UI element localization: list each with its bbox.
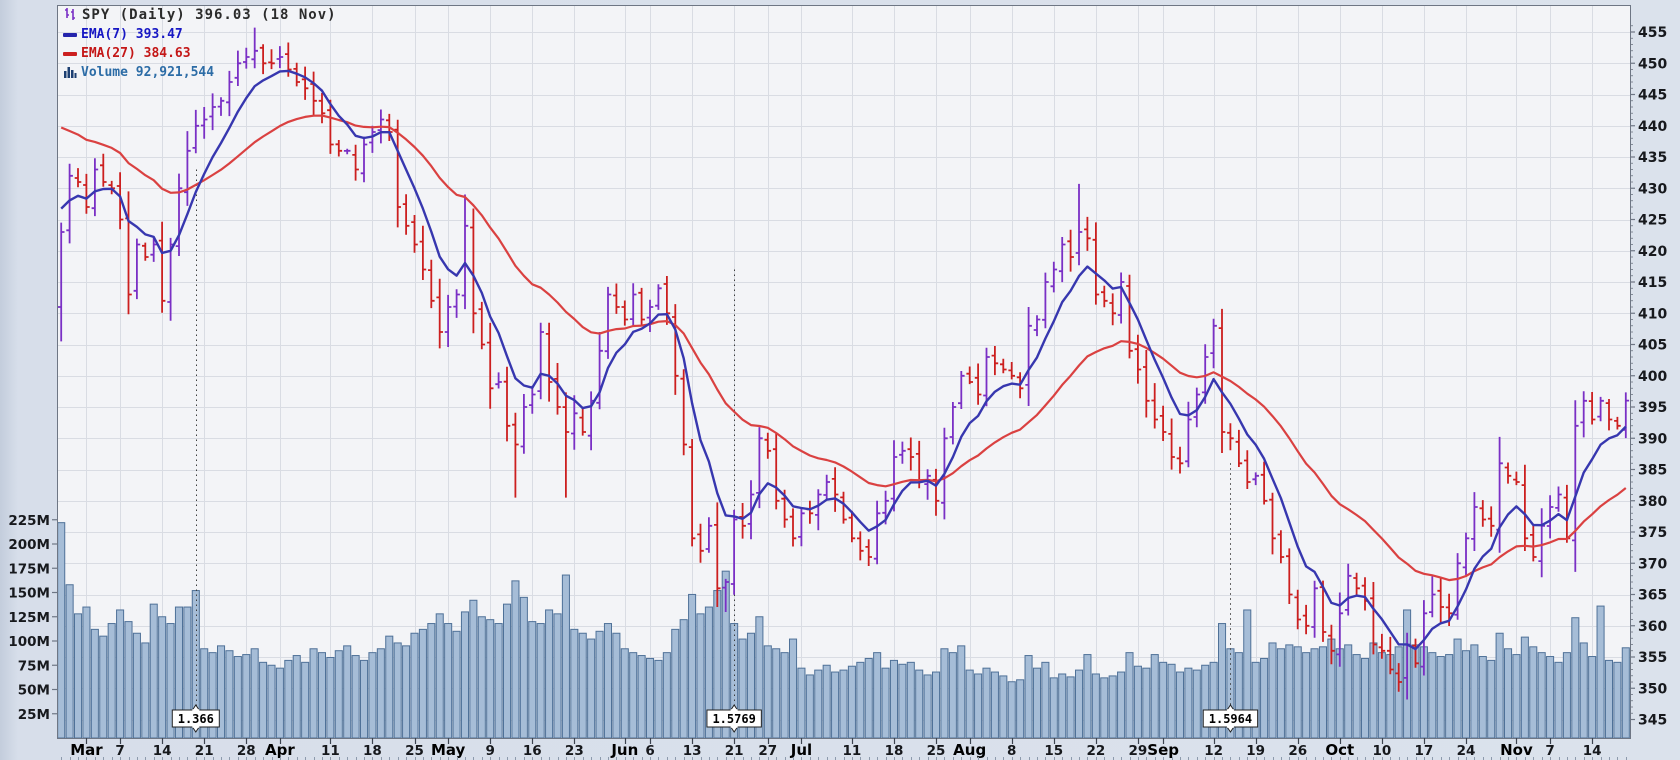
svg-text:26: 26 <box>1288 743 1307 759</box>
svg-text:435: 435 <box>1638 150 1667 166</box>
svg-text:Jun: Jun <box>610 741 638 759</box>
svg-text:350: 350 <box>1638 681 1667 697</box>
svg-text:10: 10 <box>1372 743 1391 759</box>
svg-text:11: 11 <box>321 743 340 759</box>
svg-text:100M: 100M <box>8 634 50 650</box>
svg-text:May: May <box>431 741 466 759</box>
svg-text:22: 22 <box>1086 743 1105 759</box>
svg-text:23: 23 <box>565 743 584 759</box>
ema27-line-swatch <box>63 51 77 56</box>
svg-text:Jul: Jul <box>790 741 812 759</box>
svg-text:395: 395 <box>1638 400 1667 416</box>
svg-text:25: 25 <box>927 743 946 759</box>
svg-text:425: 425 <box>1638 213 1667 229</box>
svg-text:1.5964: 1.5964 <box>1209 712 1252 726</box>
svg-text:24: 24 <box>1457 743 1476 759</box>
svg-text:455: 455 <box>1638 25 1667 41</box>
svg-text:1.5769: 1.5769 <box>712 712 755 726</box>
svg-text:390: 390 <box>1638 431 1667 447</box>
svg-text:400: 400 <box>1638 369 1667 385</box>
svg-text:29: 29 <box>1129 743 1148 759</box>
svg-text:Mar: Mar <box>70 741 103 759</box>
legend-volume-row: Volume 92,921,544 <box>63 63 337 82</box>
svg-text:Oct: Oct <box>1325 741 1354 759</box>
svg-text:355: 355 <box>1638 650 1667 666</box>
ema7-line-swatch <box>63 32 77 37</box>
svg-text:13: 13 <box>683 743 702 759</box>
chart-legend: SPY (Daily) 396.03 (18 Nov) EMA(7) 393.4… <box>63 6 337 82</box>
svg-text:21: 21 <box>195 743 214 759</box>
svg-text:7: 7 <box>115 743 124 759</box>
candlestick-icon <box>63 6 78 25</box>
svg-text:200M: 200M <box>8 537 50 553</box>
svg-text:430: 430 <box>1638 181 1667 197</box>
svg-text:11: 11 <box>843 743 862 759</box>
svg-text:Nov: Nov <box>1500 741 1533 759</box>
svg-text:225M: 225M <box>8 513 50 529</box>
svg-text:375: 375 <box>1638 525 1667 541</box>
svg-text:17: 17 <box>1415 743 1434 759</box>
svg-text:25: 25 <box>405 743 424 759</box>
svg-text:Apr: Apr <box>265 741 295 759</box>
svg-text:450: 450 <box>1638 56 1667 72</box>
svg-text:27: 27 <box>758 743 777 759</box>
svg-text:125M: 125M <box>8 610 50 626</box>
svg-text:415: 415 <box>1638 275 1667 291</box>
svg-text:18: 18 <box>885 743 904 759</box>
svg-text:9: 9 <box>486 743 495 759</box>
svg-text:150M: 150M <box>8 586 50 602</box>
legend-ema7-row: EMA(7) 393.47 <box>63 25 337 44</box>
svg-text:14: 14 <box>153 743 172 759</box>
svg-text:8: 8 <box>1007 743 1016 759</box>
svg-text:370: 370 <box>1638 556 1667 572</box>
svg-text:175M: 175M <box>8 561 50 577</box>
chart-title: SPY (Daily) 396.03 (18 Nov) <box>82 7 337 23</box>
volume-bars-icon <box>63 63 77 82</box>
svg-text:420: 420 <box>1638 244 1667 260</box>
ema27-label: EMA(27) 384.63 <box>81 46 191 61</box>
svg-text:Sep: Sep <box>1147 741 1179 759</box>
svg-text:6: 6 <box>645 743 654 759</box>
svg-text:360: 360 <box>1638 619 1667 635</box>
svg-text:345: 345 <box>1638 713 1667 729</box>
ema7-label: EMA(7) 393.47 <box>81 27 183 42</box>
svg-text:385: 385 <box>1638 463 1667 479</box>
svg-text:28: 28 <box>237 743 256 759</box>
svg-text:405: 405 <box>1638 338 1667 354</box>
volume-label: Volume 92,921,544 <box>81 65 215 80</box>
svg-text:380: 380 <box>1638 494 1667 510</box>
svg-text:Aug: Aug <box>953 741 986 759</box>
svg-text:50M: 50M <box>18 683 50 699</box>
svg-text:15: 15 <box>1044 743 1063 759</box>
legend-ema27-row: EMA(27) 384.63 <box>63 44 337 63</box>
svg-text:19: 19 <box>1246 743 1265 759</box>
svg-text:16: 16 <box>523 743 542 759</box>
svg-text:440: 440 <box>1638 119 1667 135</box>
svg-text:365: 365 <box>1638 588 1667 604</box>
svg-text:7: 7 <box>1545 743 1554 759</box>
svg-text:25M: 25M <box>18 707 50 723</box>
svg-text:1.366: 1.366 <box>178 712 214 726</box>
svg-text:445: 445 <box>1638 88 1667 104</box>
svg-text:75M: 75M <box>18 658 50 674</box>
svg-text:14: 14 <box>1583 743 1602 759</box>
svg-text:12: 12 <box>1204 743 1223 759</box>
svg-text:21: 21 <box>725 743 744 759</box>
legend-symbol-row: SPY (Daily) 396.03 (18 Nov) <box>63 6 337 25</box>
svg-text:18: 18 <box>363 743 382 759</box>
svg-text:410: 410 <box>1638 306 1667 322</box>
